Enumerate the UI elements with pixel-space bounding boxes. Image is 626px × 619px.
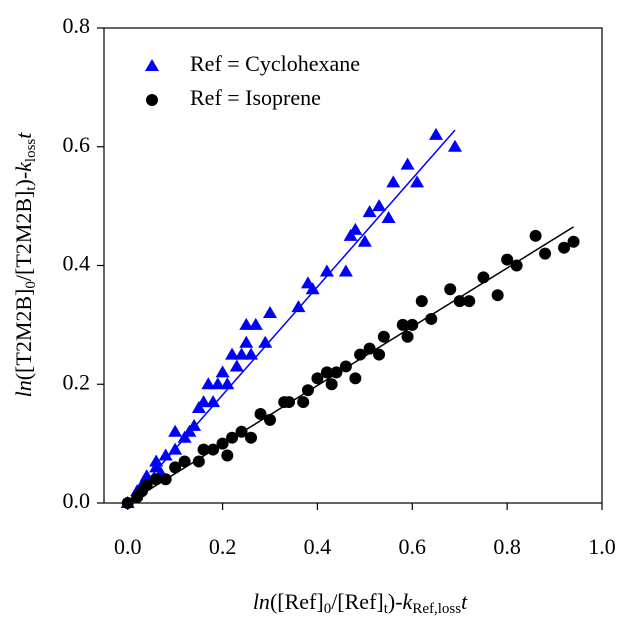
circle-point [415, 295, 428, 308]
circle-point [159, 473, 172, 486]
circle-point [169, 461, 182, 474]
triangle-point [234, 347, 249, 360]
y-tick-label: 0.0 [63, 488, 91, 513]
triangle-point [220, 377, 235, 390]
triangle-point [244, 347, 259, 360]
circle-point [491, 289, 504, 302]
triangle-point [386, 175, 401, 188]
circle-point [282, 396, 295, 409]
circle-point [254, 407, 267, 420]
triangle-point [225, 347, 240, 360]
triangle-point [215, 365, 230, 378]
triangle-point [305, 282, 320, 295]
legend-label: Ref = Isoprene [190, 85, 321, 110]
circle-point [140, 479, 153, 492]
circle-point [216, 437, 229, 450]
triangle-point [372, 199, 387, 212]
circle-point [401, 330, 414, 343]
circle-point [121, 497, 134, 509]
triangle-point [139, 469, 154, 482]
triangle-point [168, 424, 183, 437]
circle-point [235, 425, 248, 438]
triangle-point [239, 335, 254, 348]
x-tick-label: 0.0 [114, 534, 142, 559]
circle-point [301, 384, 314, 397]
circle-point [477, 271, 490, 284]
circle-point [320, 366, 333, 379]
triangle-point [291, 300, 306, 313]
triangle-point [348, 222, 363, 235]
circle-point [539, 247, 552, 260]
triangle-point [196, 395, 211, 408]
circle-point [311, 372, 324, 385]
circle-point [192, 455, 205, 468]
circle-point [406, 318, 419, 331]
circle-point [425, 312, 438, 325]
circle-point [567, 235, 580, 248]
circle-point [264, 413, 276, 426]
triangle-point [229, 359, 244, 372]
triangle-point [362, 205, 377, 218]
y-tick-label: 0.8 [63, 13, 91, 38]
triangle-point [429, 127, 443, 140]
circle-point [396, 318, 409, 331]
x-tick-label: 0.8 [493, 534, 521, 559]
circle-point [354, 348, 367, 361]
legend-marker [145, 59, 159, 71]
circle-point [349, 372, 362, 385]
circle-point [339, 360, 352, 373]
circle-point [558, 241, 571, 254]
triangle-point [158, 448, 173, 461]
triangle-point [206, 395, 221, 408]
circle-point [373, 348, 386, 361]
circle-point [226, 431, 239, 444]
circle-point [207, 443, 220, 456]
triangle-point [187, 418, 202, 431]
triangle-point [400, 157, 415, 170]
triangle-point [239, 317, 254, 330]
circle-point [197, 443, 210, 456]
circle-point [245, 431, 258, 444]
circle-point [363, 342, 376, 355]
triangle-point [357, 234, 372, 247]
x-tick-label: 0.6 [399, 534, 427, 559]
triangle-point [319, 264, 334, 277]
circle-point [150, 473, 163, 486]
x-tick-label: 0.2 [209, 534, 237, 559]
circle-point [510, 259, 523, 272]
circle-point [501, 253, 514, 266]
triangle-point [447, 139, 462, 152]
triangle-point [381, 211, 396, 223]
circle-point [330, 366, 343, 379]
y-axis-label: ln([T2M2B]0/[T2M2B]t)-klosst [11, 132, 39, 398]
legend-marker [146, 94, 158, 106]
x-tick-label: 0.4 [304, 534, 332, 559]
triangle-point [338, 264, 353, 277]
circle-point [178, 455, 191, 468]
triangle-point [248, 317, 263, 330]
circle-point [221, 449, 234, 462]
triangle-point [258, 335, 273, 348]
circle-point [325, 378, 338, 391]
y-tick-label: 0.2 [63, 369, 91, 394]
circle-point [297, 396, 310, 409]
triangle-point [263, 306, 277, 318]
triangle-point [168, 442, 183, 455]
circle-point [463, 295, 476, 308]
x-tick-label: 1.0 [588, 534, 616, 559]
circle-point [444, 283, 457, 296]
triangle-point [210, 377, 225, 390]
triangle-point [149, 454, 164, 467]
circle-point [529, 229, 542, 242]
circle-point [453, 295, 466, 308]
triangle-point [201, 377, 216, 390]
x-axis-label: ln([Ref]0/[Ref]t)-kRef,losst [253, 589, 468, 617]
triangle-point [410, 175, 425, 188]
legend-label: Ref = Cyclohexane [190, 51, 360, 76]
y-tick-label: 0.4 [63, 251, 91, 276]
y-tick-label: 0.6 [63, 132, 91, 157]
circle-point [377, 330, 390, 343]
